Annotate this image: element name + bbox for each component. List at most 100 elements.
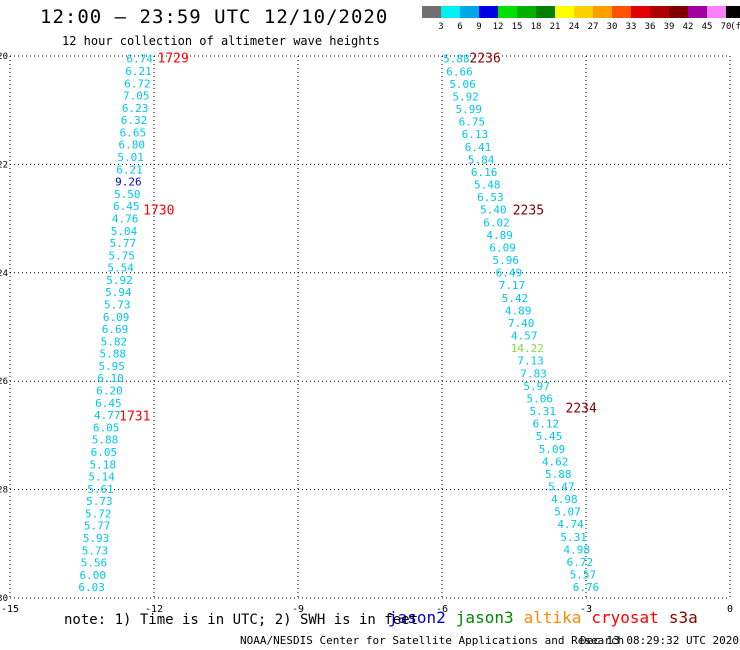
y-tick-label: -30 [0, 594, 8, 604]
color-scale-unit: (ft) [730, 22, 740, 32]
wave-height-value: 5.92 [106, 274, 133, 287]
wave-height-value: 5.57 [570, 569, 597, 582]
pass-time-label: 2236 [470, 52, 501, 67]
wave-height-value: 6.00 [79, 569, 106, 582]
wave-height-value: 5.40 [480, 204, 507, 217]
wave-height-value: 6.53 [477, 191, 504, 204]
color-scale-tick: 33 [626, 22, 637, 32]
wave-height-value: 14.22 [511, 342, 544, 355]
color-scale-swatch [517, 6, 536, 18]
color-scale-swatch [555, 6, 574, 18]
color-scale-swatch [631, 6, 650, 18]
wave-height-value: 5.31 [530, 405, 557, 418]
wave-height-value: 6.23 [122, 102, 149, 115]
wave-height-value: 5.72 [85, 507, 112, 520]
footnote: note: 1) Time is in UTC; 2) SWH is in fe… [64, 612, 419, 628]
wave-height-value: 7.40 [508, 317, 535, 330]
legend-cryosat: cryosat [591, 608, 659, 627]
wave-height-value: 5.09 [539, 443, 566, 456]
color-scale-tick: 9 [476, 22, 481, 32]
wave-height-value: 6.75 [459, 116, 486, 129]
y-tick-label: -22 [0, 160, 8, 170]
wave-height-value: 6.02 [483, 216, 510, 229]
wave-height-value: 6.45 [95, 397, 122, 410]
wave-height-value: 6.09 [489, 241, 516, 254]
legend-jason3: jason3 [455, 608, 514, 627]
wave-height-value: 5.77 [84, 520, 111, 533]
pass-time-label: 1729 [158, 52, 189, 67]
y-tick-label: -24 [0, 269, 8, 279]
color-scale-swatch [612, 6, 631, 18]
color-scale-swatch [574, 6, 593, 18]
pass-time-label: 2235 [513, 203, 544, 218]
x-tick-label: -3 [580, 604, 592, 615]
wave-height-value: 6.80 [119, 139, 146, 152]
wave-height-value: 6.21 [116, 163, 143, 176]
wave-height-value: 6.32 [121, 114, 148, 127]
color-scale-tick: 6 [457, 22, 462, 32]
wave-height-value: 5.88 [100, 348, 127, 361]
wave-height-value: 7.05 [123, 90, 150, 103]
y-tick-label: -28 [0, 486, 8, 496]
wave-height-value: 5.77 [110, 237, 137, 250]
wave-height-value: 5.06 [449, 78, 476, 91]
wave-height-value: 7.17 [499, 279, 526, 292]
credit-line: NOAA/NESDIS Center for Satellite Applica… [240, 634, 625, 647]
wave-height-value: 5.01 [117, 151, 144, 164]
pass-time-label: 1730 [143, 203, 174, 218]
color-scale-swatch [441, 6, 460, 18]
legend-jason2: jason2 [388, 608, 446, 627]
wave-height-value: 4.57 [511, 330, 538, 343]
color-scale-swatch [707, 6, 726, 18]
x-tick-label: -6 [436, 604, 448, 615]
color-scale-tick: 36 [645, 22, 656, 32]
color-scale-tick: 18 [531, 22, 542, 32]
wave-height-value: 6.12 [533, 418, 560, 431]
wave-height-value: 6.45 [113, 200, 140, 213]
wave-height-value: 6.20 [96, 385, 123, 398]
color-scale-tick: 30 [607, 22, 618, 32]
wave-height-value: 6.10 [97, 372, 124, 385]
wave-height-value: 6.03 [78, 581, 105, 594]
wave-height-value: 5.31 [560, 531, 587, 544]
wave-height-value: 6.05 [93, 421, 120, 434]
wave-height-value: 6.66 [446, 65, 473, 78]
wave-height-value: 4.89 [486, 229, 513, 242]
wave-height-value: 5.07 [554, 506, 581, 519]
color-scale-swatch [669, 6, 688, 18]
x-tick-label: -12 [145, 604, 163, 615]
satellite-legend: jason2 jason3 altika cryosat s3a [388, 608, 708, 627]
wave-height-value: 5.92 [452, 90, 479, 103]
legend-s3a: s3a [668, 608, 698, 627]
legend-altika: altika [523, 608, 582, 627]
wave-height-value: 5.96 [493, 254, 520, 267]
wave-height-value: 4.77 [94, 409, 121, 422]
x-tick-label: 0 [727, 604, 733, 615]
wave-height-value: 7.13 [517, 355, 544, 368]
y-tick-label: -20 [0, 52, 8, 62]
wave-height-value: 5.50 [114, 188, 141, 201]
chart-subtitle: 12 hour collection of altimeter wave hei… [62, 34, 380, 48]
wave-height-value: 6.21 [125, 65, 152, 78]
wave-height-value: 6.72 [567, 556, 594, 569]
wave-height-value: 5.82 [101, 335, 128, 348]
wave-height-value: 6.13 [462, 128, 489, 141]
color-scale-swatch [593, 6, 612, 18]
wave-height-value: 9.26 [115, 176, 142, 189]
wave-height-value: 5.93 [83, 532, 110, 545]
wave-height-value: 5.88 [545, 468, 572, 481]
y-tick-label: -26 [0, 377, 8, 387]
wave-height-value: 5.61 [87, 483, 114, 496]
color-scale-swatch [650, 6, 669, 18]
wave-height-value: 4.62 [542, 455, 569, 468]
x-tick-label: -9 [292, 604, 304, 615]
color-scale-swatch [498, 6, 517, 18]
wave-height-value: 4.74 [557, 518, 584, 531]
wave-height-value: 5.14 [88, 471, 115, 484]
wave-height-value: 5.56 [81, 557, 108, 570]
wave-height-value: 5.18 [90, 458, 117, 471]
wave-height-value: 5.06 [526, 392, 553, 405]
wave-height-value: 5.97 [523, 380, 550, 393]
